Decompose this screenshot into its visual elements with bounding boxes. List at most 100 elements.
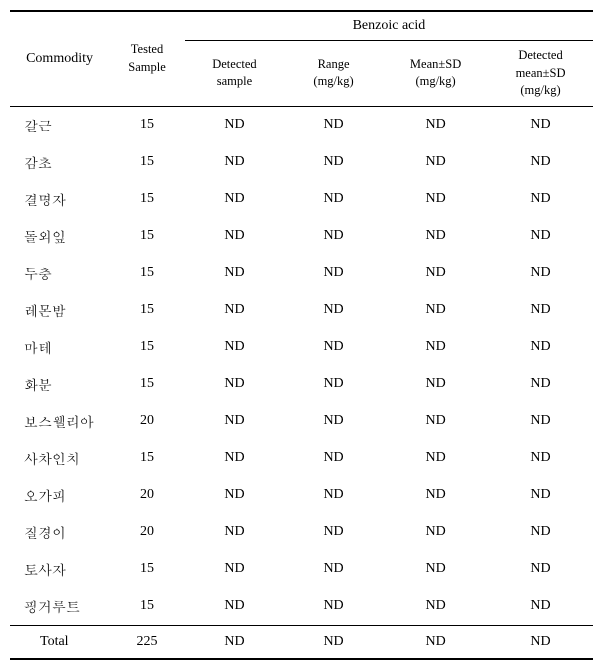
cell-dmean: ND <box>488 477 593 514</box>
cell-mean: ND <box>383 588 488 626</box>
cell-tested: 15 <box>109 588 185 626</box>
col-detected-sample: Detectedsample <box>185 41 284 107</box>
cell-commodity: 돌외잎 <box>10 218 109 255</box>
cell-commodity: 질경이 <box>10 514 109 551</box>
cell-range: ND <box>284 588 383 626</box>
cell-detected: ND <box>185 181 284 218</box>
cell-dmean: ND <box>488 366 593 403</box>
cell-detected: ND <box>185 329 284 366</box>
cell-range: ND <box>284 106 383 144</box>
table-row: 결명자15NDNDNDND <box>10 181 593 218</box>
cell-commodity: 보스웰리아 <box>10 403 109 440</box>
table-row: 마테15NDNDNDND <box>10 329 593 366</box>
table-row: 돌외잎15NDNDNDND <box>10 218 593 255</box>
header-range-label: Range(mg/kg) <box>313 57 353 89</box>
cell-detected: ND <box>185 255 284 292</box>
cell-mean: ND <box>383 403 488 440</box>
cell-mean: ND <box>383 440 488 477</box>
table-body: 갈근15NDNDNDND감초15NDNDNDND결명자15NDNDNDND돌외잎… <box>10 106 593 659</box>
cell-commodity: 두충 <box>10 255 109 292</box>
cell-mean: ND <box>383 181 488 218</box>
cell-detected: ND <box>185 106 284 144</box>
cell-dmean: ND <box>488 514 593 551</box>
cell-range: ND <box>284 403 383 440</box>
cell-commodity: 사차인치 <box>10 440 109 477</box>
cell-commodity: 오가피 <box>10 477 109 514</box>
cell-detected: ND <box>185 588 284 626</box>
cell-dmean: ND <box>488 255 593 292</box>
cell-total-mean: ND <box>383 625 488 659</box>
cell-total-dmean: ND <box>488 625 593 659</box>
cell-mean: ND <box>383 551 488 588</box>
cell-tested: 20 <box>109 403 185 440</box>
cell-total-label: Total <box>10 625 109 659</box>
cell-dmean: ND <box>488 218 593 255</box>
cell-total-detected: ND <box>185 625 284 659</box>
cell-dmean: ND <box>488 588 593 626</box>
header-commodity-label: Commodity <box>26 51 93 66</box>
cell-mean: ND <box>383 292 488 329</box>
cell-dmean: ND <box>488 292 593 329</box>
header-tested-label: TestedSample <box>128 42 166 74</box>
cell-range: ND <box>284 551 383 588</box>
cell-tested: 20 <box>109 477 185 514</box>
cell-detected: ND <box>185 514 284 551</box>
cell-dmean: ND <box>488 440 593 477</box>
cell-detected: ND <box>185 477 284 514</box>
cell-dmean: ND <box>488 144 593 181</box>
col-range: Range(mg/kg) <box>284 41 383 107</box>
cell-dmean: ND <box>488 403 593 440</box>
cell-commodity: 결명자 <box>10 181 109 218</box>
cell-range: ND <box>284 144 383 181</box>
table-total-row: Total225NDNDNDND <box>10 625 593 659</box>
col-mean-sd: Mean±SD(mg/kg) <box>383 41 488 107</box>
cell-mean: ND <box>383 144 488 181</box>
cell-range: ND <box>284 477 383 514</box>
cell-tested: 15 <box>109 144 185 181</box>
cell-commodity: 마테 <box>10 329 109 366</box>
cell-dmean: ND <box>488 329 593 366</box>
cell-tested: 20 <box>109 514 185 551</box>
cell-range: ND <box>284 366 383 403</box>
cell-tested: 15 <box>109 292 185 329</box>
cell-tested: 15 <box>109 106 185 144</box>
table-row: 토사자15NDNDNDND <box>10 551 593 588</box>
table-row: 레몬밤15NDNDNDND <box>10 292 593 329</box>
cell-range: ND <box>284 329 383 366</box>
table-row: 오가피20NDNDNDND <box>10 477 593 514</box>
table-row: 화분15NDNDNDND <box>10 366 593 403</box>
header-dmean-label: Detectedmean±SD(mg/kg) <box>516 48 566 97</box>
benzoic-acid-table: Commodity TestedSample Benzoic acid Dete… <box>10 10 593 660</box>
cell-tested: 15 <box>109 255 185 292</box>
cell-detected: ND <box>185 440 284 477</box>
cell-range: ND <box>284 292 383 329</box>
cell-tested: 15 <box>109 329 185 366</box>
col-group-benzoic: Benzoic acid <box>185 11 593 41</box>
header-detected-label: Detectedsample <box>212 57 256 89</box>
header-mean-label: Mean±SD(mg/kg) <box>410 57 461 89</box>
table-row: 갈근15NDNDNDND <box>10 106 593 144</box>
cell-mean: ND <box>383 366 488 403</box>
cell-range: ND <box>284 181 383 218</box>
cell-mean: ND <box>383 514 488 551</box>
cell-commodity: 토사자 <box>10 551 109 588</box>
cell-tested: 15 <box>109 440 185 477</box>
col-tested-sample: TestedSample <box>109 11 185 106</box>
cell-commodity: 감초 <box>10 144 109 181</box>
col-commodity: Commodity <box>10 11 109 106</box>
header-group-label: Benzoic acid <box>353 18 426 33</box>
cell-dmean: ND <box>488 181 593 218</box>
table-row: 감초15NDNDNDND <box>10 144 593 181</box>
cell-tested: 15 <box>109 366 185 403</box>
cell-detected: ND <box>185 366 284 403</box>
table-row: 사차인치15NDNDNDND <box>10 440 593 477</box>
cell-detected: ND <box>185 403 284 440</box>
cell-mean: ND <box>383 255 488 292</box>
cell-commodity: 갈근 <box>10 106 109 144</box>
cell-range: ND <box>284 440 383 477</box>
cell-tested: 15 <box>109 551 185 588</box>
cell-detected: ND <box>185 144 284 181</box>
cell-tested: 15 <box>109 181 185 218</box>
cell-mean: ND <box>383 106 488 144</box>
cell-mean: ND <box>383 218 488 255</box>
